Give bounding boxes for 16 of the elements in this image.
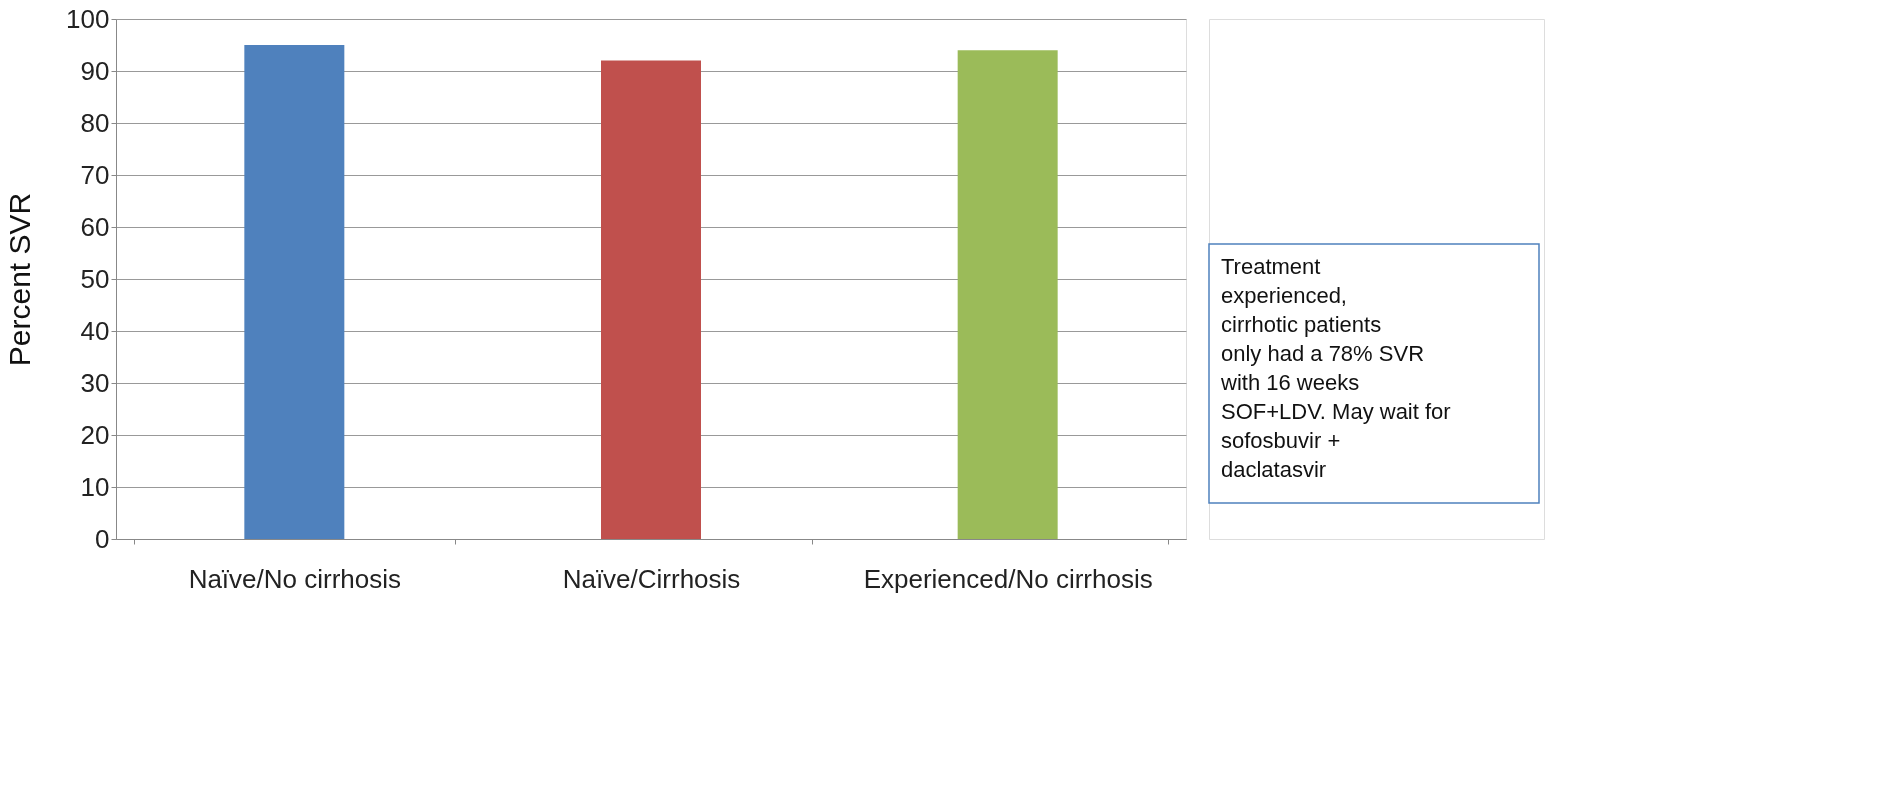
y-tick-label: 60 (80, 211, 110, 242)
y-tick-label: 70 (80, 159, 110, 190)
y-tick-label: 10 (80, 471, 110, 502)
y-tick-label: 20 (80, 419, 110, 450)
y-axis-title: Percent SVR (3, 192, 37, 367)
y-tick-label: 0 (95, 523, 110, 554)
y-tick-label: 80 (80, 107, 110, 138)
x-tick-label: Experienced/No cirrhosis (863, 563, 1153, 594)
y-tick-label: 50 (80, 263, 110, 294)
x-tick-label: Naïve/Cirrhosis (562, 563, 741, 594)
y-tick-label: 100 (66, 3, 110, 34)
text: Treatment experienced, cirrhotic patients only had a 78% SVR with 16 weeks SOF+LDV. May wait for sofosbuvir + daclatasvir (1220, 254, 1451, 482)
x-tick-label: Naïve/No cirrhosis (188, 563, 402, 594)
y-tick-label: 30 (80, 367, 110, 398)
y-tick-label: 40 (80, 315, 110, 346)
y-tick-label: 90 (80, 55, 110, 86)
